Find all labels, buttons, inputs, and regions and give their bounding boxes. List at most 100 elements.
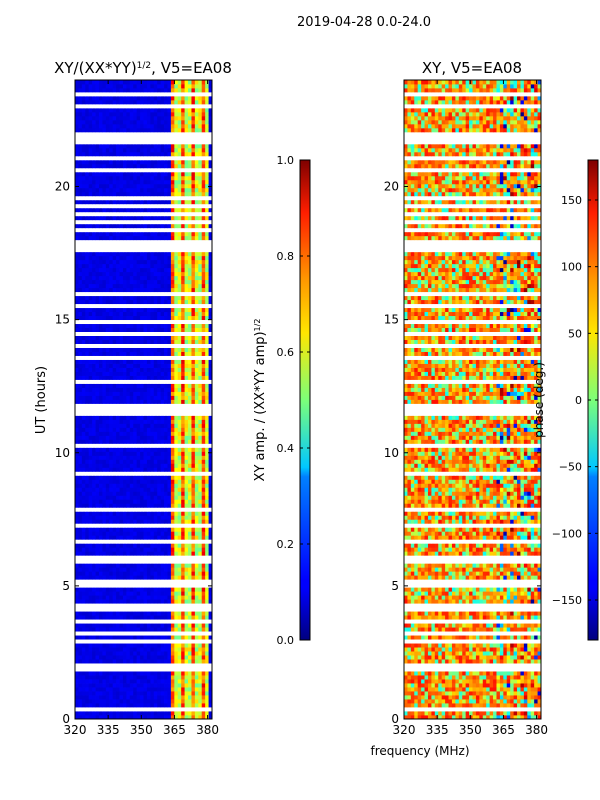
heatmap-cell (157, 459, 162, 464)
heatmap-cell (146, 671, 151, 676)
heatmap-cell (201, 311, 206, 317)
heatmap-cell (205, 483, 209, 488)
heatmap-cell (136, 219, 141, 225)
heatmap-cell (188, 495, 192, 500)
heatmap-cell (170, 347, 175, 352)
heatmap-cell (88, 503, 93, 508)
heatmap-cell (184, 459, 189, 464)
heatmap-cell (105, 335, 110, 340)
heatmap-cell (119, 239, 124, 245)
heatmap-cell (133, 239, 138, 245)
heatmap-cell (208, 515, 213, 520)
heatmap-cell (194, 331, 199, 336)
heatmap-cell (136, 351, 141, 356)
heatmap-cell (119, 535, 124, 540)
heatmap-cell (184, 667, 189, 672)
heatmap-cell (88, 651, 93, 656)
heatmap-cell (119, 619, 124, 624)
heatmap-cell (170, 579, 175, 584)
heatmap-cell (181, 239, 185, 245)
heatmap-cell (92, 707, 96, 712)
heatmap-cell (205, 435, 209, 440)
heatmap-cell (81, 375, 86, 380)
heatmap-cell (129, 259, 134, 265)
heatmap-cell (201, 651, 206, 656)
heatmap-cell (181, 283, 185, 289)
heatmap-cell (201, 379, 206, 384)
heatmap-cell (150, 267, 155, 273)
heatmap-cell (75, 243, 79, 249)
heatmap-cell (174, 711, 179, 716)
heatmap-cell (133, 583, 138, 588)
heatmap-cell (177, 255, 182, 261)
heatmap-cell (75, 651, 79, 656)
heatmap-cell (167, 235, 172, 241)
heatmap-cell (133, 511, 138, 516)
heatmap-cell (150, 711, 155, 716)
heatmap-cell (208, 687, 213, 692)
heatmap-cell (140, 467, 144, 472)
heatmap-cell (105, 359, 110, 364)
heatmap-cell (191, 651, 196, 656)
heatmap-cell (143, 251, 148, 257)
heatmap-cell (188, 691, 192, 696)
heatmap-cell (184, 583, 189, 588)
heatmap-cell (95, 639, 100, 644)
heatmap-cell (184, 515, 189, 520)
heatmap-cell (205, 359, 209, 364)
heatmap-cell (174, 259, 179, 265)
heatmap-cell (112, 627, 117, 632)
heatmap-cell (177, 291, 182, 297)
heatmap-cell (85, 647, 90, 652)
heatmap-cell (119, 275, 124, 281)
heatmap-cell (198, 683, 203, 688)
heatmap-cell (205, 587, 209, 592)
heatmap-cell (88, 447, 93, 452)
heatmap-cell (150, 699, 155, 704)
heatmap-cell (170, 711, 175, 716)
heatmap-cell (208, 679, 213, 684)
heatmap-cell (112, 463, 117, 468)
heatmap-cell (136, 531, 141, 536)
heatmap-cell (167, 707, 172, 712)
heatmap-cell (205, 523, 209, 528)
heatmap-cell (150, 351, 155, 356)
heatmap-cell (126, 255, 131, 261)
heatmap-cell (136, 307, 141, 313)
heatmap-cell (78, 455, 83, 460)
heatmap-cell (184, 423, 189, 428)
heatmap-cell (129, 307, 134, 313)
heatmap-cell (98, 619, 103, 624)
heatmap-cell (136, 259, 141, 265)
heatmap-cell (116, 423, 120, 428)
heatmap-cell (136, 655, 141, 660)
heatmap-cell (174, 347, 179, 352)
heatmap-cell (164, 523, 168, 528)
heatmap-cell (177, 307, 182, 313)
heatmap-cell (177, 455, 182, 460)
heatmap-cell (160, 359, 165, 364)
heatmap-cell (208, 659, 213, 664)
heatmap-cell (109, 579, 114, 584)
heatmap-cell (177, 591, 182, 596)
heatmap-cell (164, 291, 168, 297)
heatmap-cell (98, 427, 103, 432)
heatmap-cell (126, 435, 131, 440)
heatmap-cell (122, 619, 127, 624)
heatmap-cell (140, 415, 144, 420)
heatmap-cell (194, 543, 199, 548)
heatmap-cell (170, 619, 175, 624)
heatmap-cell (181, 243, 185, 249)
heatmap-cell (129, 391, 134, 396)
heatmap-cell (177, 567, 182, 572)
heatmap-cell (75, 707, 79, 712)
heatmap-cell (160, 691, 165, 696)
heatmap-cell (126, 571, 131, 576)
heatmap-cell (88, 283, 93, 289)
heatmap-cell (181, 643, 185, 648)
heatmap-cell (153, 311, 158, 317)
heatmap-cell (129, 251, 134, 257)
heatmap-cell (198, 327, 203, 332)
heatmap-cell (201, 683, 206, 688)
